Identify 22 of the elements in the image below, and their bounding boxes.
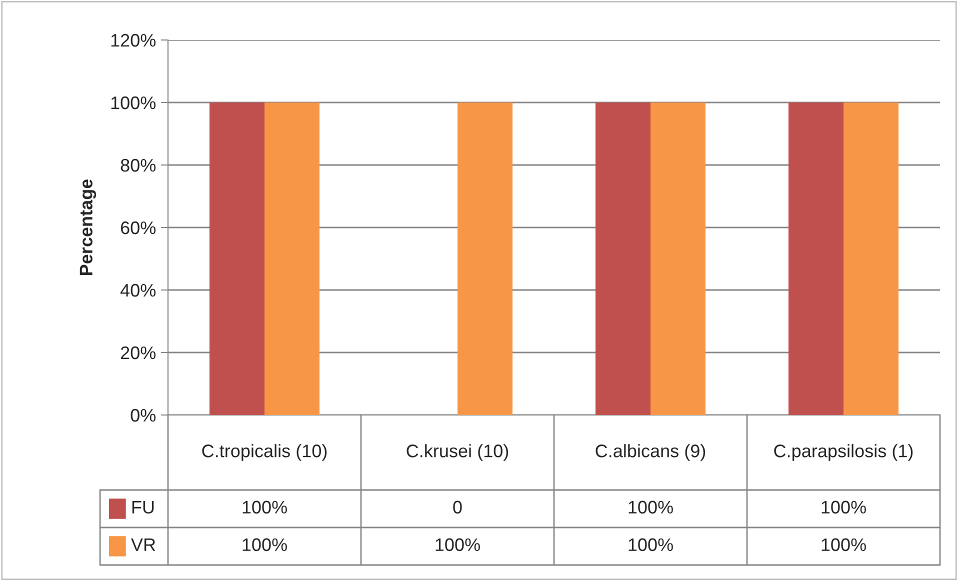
y-tick-label: 60% — [120, 221, 156, 234]
data-label: 100% — [436, 538, 480, 552]
y-tick-label: 40% — [120, 284, 156, 297]
y-tick-label: 0% — [130, 408, 156, 422]
x-tick-label: C.parapsilosis (1) — [774, 444, 913, 461]
data-label: 0 — [453, 500, 462, 514]
y-tick-label: 20% — [120, 346, 156, 360]
data-label: 100% — [242, 500, 287, 514]
y-tick-label: 120% — [111, 34, 156, 47]
data-label: 100% — [242, 538, 287, 552]
legend-label: VR — [131, 538, 156, 551]
x-tick-label: C.tropicalis (10) — [202, 444, 327, 461]
legend-label: FU — [132, 500, 154, 514]
x-tick-label: C.albicans (9) — [596, 444, 706, 461]
data-label: 100% — [822, 538, 866, 552]
x-tick-label: C.krusei (10) — [406, 444, 508, 461]
y-axis-title: Percentage — [80, 179, 96, 275]
y-tick-label: 100% — [111, 96, 156, 110]
y-tick-label: 80% — [120, 158, 156, 172]
data-label: 100% — [628, 538, 673, 552]
data-label: 100% — [822, 500, 866, 514]
data-label: 100% — [628, 500, 673, 514]
